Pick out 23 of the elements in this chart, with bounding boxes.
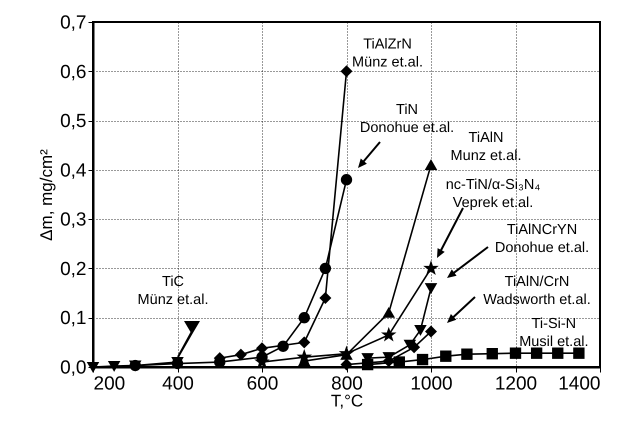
x-tick-label: 200 <box>94 374 126 394</box>
annotation: TiAlNCrYN Donohue et.al. <box>494 222 590 256</box>
y-tick-label: 0,2 <box>60 258 86 280</box>
annotation: Ti-Si-N Musil et.al. <box>519 316 589 350</box>
x-tick-label: 800 <box>331 374 363 394</box>
y-tick-label: 0,1 <box>60 308 86 330</box>
y-axis-title: Δm, mg/cm² <box>37 148 56 241</box>
x-tick-label: 1200 <box>494 374 538 394</box>
y-tick-label: 0,7 <box>60 12 86 34</box>
annotation: nc-TiN/α-Si₃N₄ Veprek et.al. <box>446 177 540 211</box>
x-tick-label: 600 <box>246 374 278 394</box>
x-axis-title: T,°C <box>330 392 364 410</box>
annotation: TiAlN/CrN Wadsworth et.al. <box>483 274 591 308</box>
x-tick-label: 1000 <box>410 374 453 394</box>
x-tick-label: 1400 <box>558 374 600 394</box>
annotation: TiAlZrN Münz et.al. <box>352 36 423 70</box>
y-tick-label: 0,3 <box>60 210 86 231</box>
x-tick-label: 400 <box>162 374 194 394</box>
y-tick-label: 0,4 <box>60 160 87 182</box>
annotation: TiC Münz et.al. <box>138 274 208 308</box>
y-tick-label: 0,6 <box>60 62 86 83</box>
y-tick-label: 0,0 <box>60 358 86 378</box>
y-tick-label: 0,5 <box>60 111 86 132</box>
